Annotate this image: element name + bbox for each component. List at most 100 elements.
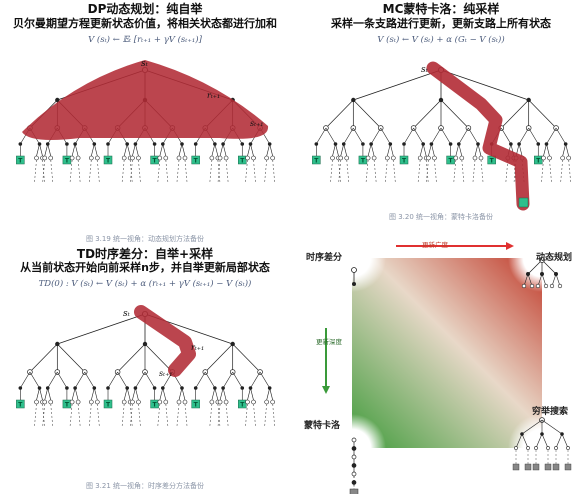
ex-icon-terminal [512, 463, 520, 471]
state-node [121, 155, 127, 161]
action-node [448, 142, 453, 146]
state-node [89, 155, 94, 161]
state-node [75, 399, 81, 405]
ex-icon-edge [555, 433, 563, 449]
tree-edge [370, 143, 375, 157]
action-node [18, 142, 23, 146]
mc-icon-node [351, 463, 357, 468]
dashed-edge [385, 159, 388, 183]
terminal-node [238, 155, 247, 165]
terminal-label: T [153, 402, 158, 409]
terminal-label: T [240, 402, 245, 409]
dashed-edge [209, 403, 213, 427]
state-node [251, 155, 256, 161]
backup-region [22, 60, 269, 140]
action-node [73, 142, 77, 146]
tree-edge [39, 387, 43, 401]
dashed-edge [176, 403, 180, 427]
action-node [361, 142, 365, 146]
dashed-edge [225, 403, 229, 427]
tree-edge [44, 143, 49, 157]
tree-edge [458, 127, 469, 145]
state-node [472, 155, 478, 161]
mc-caption: 图 3.20 统一视角：蒙特卡洛备份 [388, 213, 494, 221]
dashed-edge [89, 403, 92, 427]
action-node [341, 142, 346, 146]
tree-edge [250, 387, 254, 401]
terminal-label: T [449, 158, 454, 165]
dp-subtitle: 贝尔曼期望方程更新状态价值，将相关状态都进行加和 [13, 17, 277, 30]
tree-edge [36, 143, 40, 157]
state-node [217, 399, 223, 405]
tree-edge [353, 127, 364, 145]
state-node [157, 155, 163, 161]
state-node [121, 399, 127, 405]
dp-icon-node [521, 283, 527, 289]
td-subtitle: 从当前状态开始向前采样n步，并自举更新局部状态 [20, 261, 270, 274]
dp-icon-edge [527, 259, 543, 275]
action-node [240, 142, 245, 146]
state-node [95, 155, 100, 161]
dp-icon-node [557, 283, 563, 289]
dashed-edge [393, 159, 396, 183]
tree-edge [325, 127, 336, 145]
tree-edge [413, 99, 442, 129]
tree-edge [57, 371, 68, 389]
dashed-edge [425, 159, 429, 183]
state-node [130, 155, 135, 161]
tree-edge [343, 143, 348, 157]
terminal-node [191, 155, 200, 165]
action-node [152, 142, 157, 146]
ex-icon-node [554, 446, 558, 450]
terminal-node [62, 155, 72, 165]
node-label-r: rₜ₊₁ [207, 91, 220, 100]
terminal-label: T [490, 158, 495, 165]
node-label-st: sₜ [141, 59, 149, 69]
tree-edge [162, 143, 167, 157]
ex-icon-edge [535, 433, 543, 449]
dashed-edge [138, 159, 141, 183]
state-node [566, 155, 571, 161]
dashed-edge [77, 159, 81, 183]
terminal-label: T [18, 158, 23, 165]
state-node [223, 155, 229, 161]
state-node [344, 155, 350, 161]
dashed-edge [50, 159, 54, 183]
ex-icon-node [514, 446, 518, 450]
ex-icon-edge [521, 419, 543, 435]
tree-edge [340, 143, 345, 157]
tree-edge [91, 387, 95, 401]
label-exhaustive: 穷举搜索 [532, 407, 569, 417]
dashed-edge [217, 159, 221, 183]
dashed-edge [129, 403, 133, 427]
terminal-label: T [65, 158, 70, 165]
dashed-edge [34, 159, 37, 183]
state-node [223, 399, 229, 405]
tree-edge [29, 343, 58, 373]
dashed-edge [42, 403, 45, 427]
tree-edge [222, 143, 227, 157]
tree-edge [214, 387, 219, 401]
dashed-edge [373, 159, 377, 183]
label-mc: 蒙特卡洛 [304, 421, 341, 431]
dashed-edge [560, 159, 563, 183]
state-node [176, 399, 182, 405]
dashed-edge [184, 403, 188, 427]
state-node [182, 155, 188, 161]
action-node [221, 142, 225, 146]
state-node [385, 155, 390, 161]
action-node [429, 142, 434, 146]
action-node [509, 142, 513, 146]
dashed-edge [472, 159, 476, 183]
dp-panel: DP动态规划：纯自举 贝尔曼期望方程更新状态价值，将相关状态都进行加和 V (s… [0, 0, 290, 246]
state-node [136, 155, 141, 161]
tree-edge [84, 371, 95, 389]
terminal-node [312, 155, 321, 165]
tree-edge [47, 387, 52, 401]
tree-edge [117, 343, 146, 373]
tree-edge [431, 143, 435, 157]
dashed-edge [225, 159, 229, 183]
dp-icon-node [539, 257, 545, 263]
tree-edge [74, 371, 85, 389]
ex-icon-edge [521, 433, 529, 449]
